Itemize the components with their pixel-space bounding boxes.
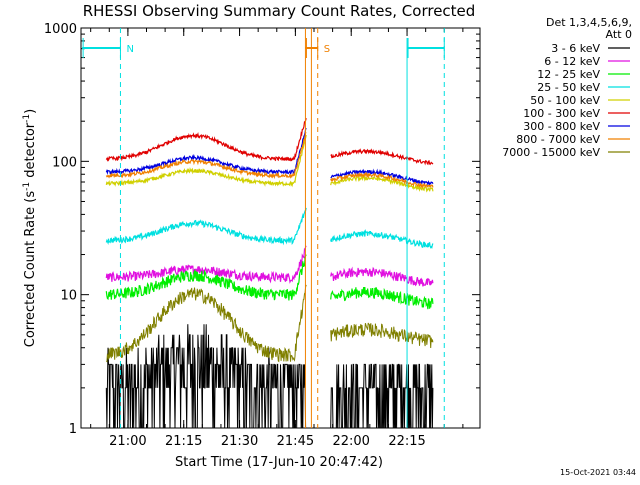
y-axis-label: Corrected Count Rate (s-1 detector-1) xyxy=(22,109,38,347)
y-tick-label: 1000 xyxy=(44,22,77,37)
series-line xyxy=(330,363,434,428)
svg-text:Corrected Count Rate (s-1 dete: Corrected Count Rate (s-1 detector-1) xyxy=(22,109,38,347)
series-line xyxy=(330,228,434,250)
series-line xyxy=(105,207,307,246)
series-line xyxy=(105,324,307,428)
y-label-sup2: -1 xyxy=(22,114,32,123)
observing-bar-label: S xyxy=(324,44,330,55)
series-group xyxy=(105,118,434,428)
legend-entry-label: 800 - 7000 keV xyxy=(516,133,600,146)
x-axis-label: Start Time (17-Jun-10 20:47:42) xyxy=(175,455,383,470)
series-line xyxy=(330,148,434,166)
series-line xyxy=(330,175,434,193)
legend-header: Det 1,3,4,5,6,9, xyxy=(546,16,632,29)
series-line xyxy=(330,287,434,310)
y-tick-label: 1 xyxy=(69,422,77,437)
legend-entry-label: 12 - 25 keV xyxy=(537,68,600,81)
y-label-sup1: -1 xyxy=(22,182,32,191)
plot-frame xyxy=(80,27,481,429)
series-line xyxy=(330,171,434,189)
legend-entry-label: 100 - 300 keV xyxy=(523,107,600,120)
x-tick-label: 22:00 xyxy=(332,434,369,449)
y-label-end: ) xyxy=(23,109,38,114)
y-label-mid: detector xyxy=(23,122,38,182)
series-line xyxy=(105,118,307,162)
series-line xyxy=(105,134,307,188)
series-line xyxy=(330,322,434,349)
y-tick-label: 100 xyxy=(52,155,77,170)
x-tick-label: 22:15 xyxy=(388,434,425,449)
legend-entry-label: 50 - 100 keV xyxy=(530,94,600,107)
series-line xyxy=(105,254,307,301)
observing-bar-label: N xyxy=(126,44,133,55)
x-tick-label: 21:45 xyxy=(277,434,314,449)
legend-entry-label: 300 - 800 keV xyxy=(523,120,600,133)
series-line xyxy=(106,284,307,363)
series-line xyxy=(330,266,434,287)
legend-entry-label: 7000 - 15000 keV xyxy=(502,146,600,159)
legend-entry-label: 25 - 50 keV xyxy=(537,81,600,94)
legend-entry-label: 6 - 12 keV xyxy=(544,55,600,68)
plot-area: 1 10 100 1000 21:00 21:15 21:30 21:45 22:00 22:15… xyxy=(44,22,481,449)
timestamp: 15-Oct-2021 03:44 xyxy=(560,468,636,477)
series-line xyxy=(105,131,307,180)
y-label-main: Corrected Count Rate (s xyxy=(23,191,38,348)
x-tick-label: 21:15 xyxy=(165,434,202,449)
x-tick-label: 21:00 xyxy=(109,434,146,449)
legend-header: Att 0 xyxy=(606,28,632,41)
chart-title: RHESSI Observing Summary Count Rates, Co… xyxy=(83,2,476,20)
y-tick-label: 10 xyxy=(60,289,77,304)
legend-entry-label: 3 - 6 keV xyxy=(551,42,600,55)
series-line xyxy=(105,245,307,284)
series-line xyxy=(105,127,307,176)
x-tick-label: 21:30 xyxy=(221,434,258,449)
